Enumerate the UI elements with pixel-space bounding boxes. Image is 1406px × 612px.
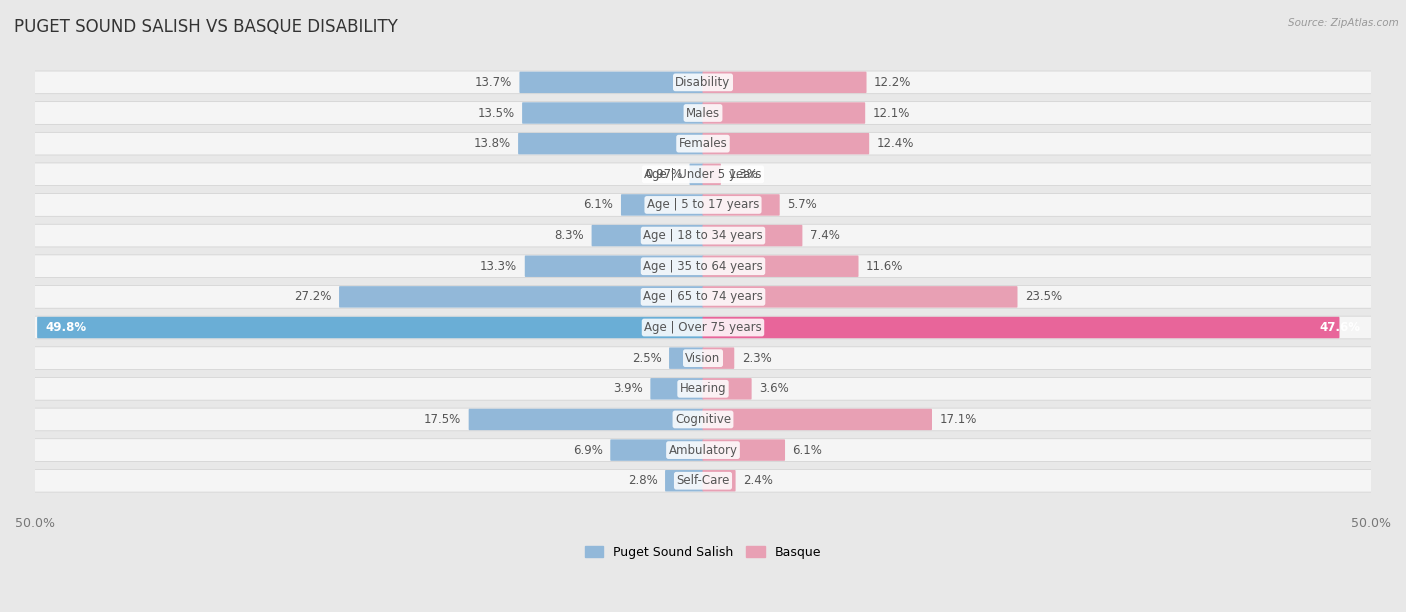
FancyBboxPatch shape	[34, 378, 1372, 400]
FancyBboxPatch shape	[703, 378, 752, 400]
FancyBboxPatch shape	[522, 102, 703, 124]
FancyBboxPatch shape	[37, 317, 703, 338]
Text: 6.9%: 6.9%	[572, 444, 603, 457]
FancyBboxPatch shape	[34, 102, 1372, 124]
Text: 27.2%: 27.2%	[294, 290, 332, 304]
FancyBboxPatch shape	[669, 348, 703, 369]
FancyBboxPatch shape	[703, 348, 734, 369]
Text: 3.9%: 3.9%	[613, 382, 643, 395]
FancyBboxPatch shape	[703, 470, 735, 491]
Text: 13.7%: 13.7%	[475, 76, 512, 89]
FancyBboxPatch shape	[703, 439, 785, 461]
Text: Males: Males	[686, 106, 720, 119]
FancyBboxPatch shape	[34, 71, 1372, 94]
Text: 6.1%: 6.1%	[583, 198, 613, 211]
Text: Age | 35 to 64 years: Age | 35 to 64 years	[643, 259, 763, 273]
FancyBboxPatch shape	[519, 72, 703, 93]
Text: 12.1%: 12.1%	[873, 106, 910, 119]
Text: Age | 65 to 74 years: Age | 65 to 74 years	[643, 290, 763, 304]
FancyBboxPatch shape	[524, 255, 703, 277]
Text: 5.7%: 5.7%	[787, 198, 817, 211]
Text: 11.6%: 11.6%	[866, 259, 904, 273]
FancyBboxPatch shape	[34, 132, 1372, 155]
Text: Age | Under 5 years: Age | Under 5 years	[644, 168, 762, 181]
FancyBboxPatch shape	[703, 225, 803, 246]
Text: 2.3%: 2.3%	[742, 352, 772, 365]
Legend: Puget Sound Salish, Basque: Puget Sound Salish, Basque	[579, 541, 827, 564]
FancyBboxPatch shape	[651, 378, 703, 400]
Text: Age | Over 75 years: Age | Over 75 years	[644, 321, 762, 334]
Text: 13.8%: 13.8%	[474, 137, 510, 150]
Text: Females: Females	[679, 137, 727, 150]
FancyBboxPatch shape	[34, 347, 1372, 370]
Text: 49.8%: 49.8%	[45, 321, 87, 334]
FancyBboxPatch shape	[621, 194, 703, 215]
FancyBboxPatch shape	[703, 133, 869, 154]
FancyBboxPatch shape	[34, 163, 1372, 185]
FancyBboxPatch shape	[592, 225, 703, 246]
FancyBboxPatch shape	[34, 193, 1372, 216]
FancyBboxPatch shape	[703, 255, 859, 277]
Text: 0.97%: 0.97%	[645, 168, 682, 181]
Text: 17.5%: 17.5%	[425, 413, 461, 426]
Text: Age | 18 to 34 years: Age | 18 to 34 years	[643, 229, 763, 242]
Text: PUGET SOUND SALISH VS BASQUE DISABILITY: PUGET SOUND SALISH VS BASQUE DISABILITY	[14, 18, 398, 36]
FancyBboxPatch shape	[339, 286, 703, 308]
FancyBboxPatch shape	[34, 255, 1372, 278]
FancyBboxPatch shape	[703, 409, 932, 430]
Text: 7.4%: 7.4%	[810, 229, 839, 242]
FancyBboxPatch shape	[703, 317, 1340, 338]
Text: 2.8%: 2.8%	[628, 474, 658, 487]
FancyBboxPatch shape	[34, 316, 1372, 339]
Text: 2.5%: 2.5%	[631, 352, 662, 365]
FancyBboxPatch shape	[517, 133, 703, 154]
Text: 13.5%: 13.5%	[478, 106, 515, 119]
FancyBboxPatch shape	[703, 286, 1018, 308]
FancyBboxPatch shape	[468, 409, 703, 430]
Text: 47.6%: 47.6%	[1319, 321, 1361, 334]
Text: 1.3%: 1.3%	[728, 168, 758, 181]
Text: Cognitive: Cognitive	[675, 413, 731, 426]
Text: 12.4%: 12.4%	[877, 137, 914, 150]
FancyBboxPatch shape	[34, 408, 1372, 431]
Text: 17.1%: 17.1%	[939, 413, 977, 426]
Text: 12.2%: 12.2%	[875, 76, 911, 89]
FancyBboxPatch shape	[34, 224, 1372, 247]
Text: Age | 5 to 17 years: Age | 5 to 17 years	[647, 198, 759, 211]
Text: Vision: Vision	[685, 352, 721, 365]
Text: Ambulatory: Ambulatory	[668, 444, 738, 457]
FancyBboxPatch shape	[689, 163, 703, 185]
Text: 8.3%: 8.3%	[554, 229, 583, 242]
Text: 3.6%: 3.6%	[759, 382, 789, 395]
Text: 6.1%: 6.1%	[793, 444, 823, 457]
FancyBboxPatch shape	[703, 163, 721, 185]
Text: 23.5%: 23.5%	[1025, 290, 1062, 304]
FancyBboxPatch shape	[34, 439, 1372, 461]
FancyBboxPatch shape	[665, 470, 703, 491]
FancyBboxPatch shape	[34, 286, 1372, 308]
FancyBboxPatch shape	[34, 469, 1372, 492]
FancyBboxPatch shape	[703, 102, 865, 124]
Text: 13.3%: 13.3%	[481, 259, 517, 273]
Text: Disability: Disability	[675, 76, 731, 89]
Text: Self-Care: Self-Care	[676, 474, 730, 487]
Text: 2.4%: 2.4%	[744, 474, 773, 487]
FancyBboxPatch shape	[610, 439, 703, 461]
FancyBboxPatch shape	[703, 72, 866, 93]
FancyBboxPatch shape	[703, 194, 780, 215]
Text: Source: ZipAtlas.com: Source: ZipAtlas.com	[1288, 18, 1399, 28]
Text: Hearing: Hearing	[679, 382, 727, 395]
